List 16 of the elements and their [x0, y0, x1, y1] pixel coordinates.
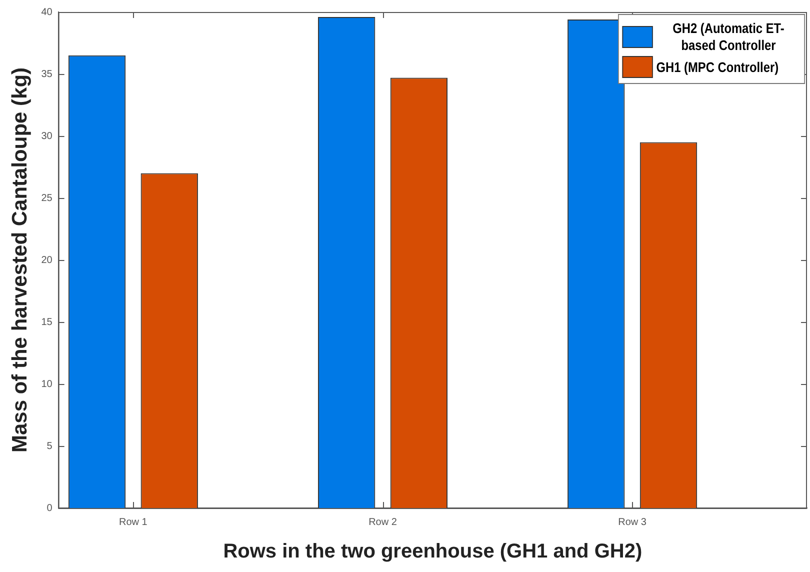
- x-tick-label: Row 2: [368, 516, 398, 528]
- y-tick-label: 30: [41, 130, 53, 142]
- x-tick-label: Row 1: [119, 516, 148, 528]
- y-tick-label: 20: [41, 254, 53, 266]
- y-tick-label: 0: [46, 502, 53, 514]
- y-tick-label: 15: [41, 316, 53, 328]
- y-tick-label: 40: [41, 6, 53, 18]
- legend-label: GH2 (Automatic ET-based Controller: [672, 20, 786, 54]
- y-tick-label: 10: [41, 378, 53, 390]
- x-axis-title: Rows in the two greenhouse (GH1 and GH2): [223, 540, 642, 563]
- y-tick-label: 5: [46, 440, 53, 452]
- legend-label: GH1 (MPC Controller): [656, 58, 779, 76]
- y-tick-label: 25: [41, 192, 53, 204]
- y-axis-title: Mass of the harvested Cantaloupe (kg): [8, 67, 32, 453]
- y-tick-label: 35: [41, 68, 53, 80]
- x-tick-label: Row 3: [618, 516, 647, 528]
